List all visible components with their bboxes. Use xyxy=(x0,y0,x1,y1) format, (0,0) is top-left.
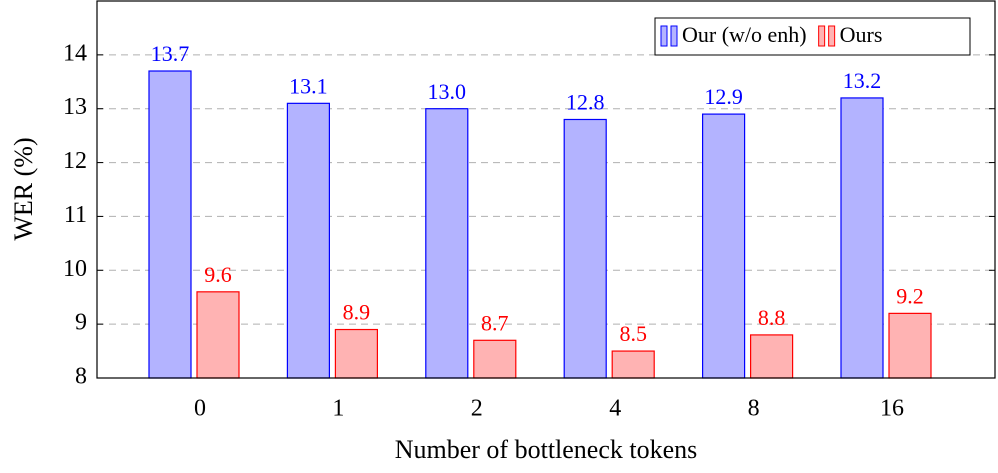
bar xyxy=(286,102,330,379)
bar xyxy=(840,97,884,379)
legend-label: Our (w/o enh) xyxy=(682,22,807,47)
x-axis-label: Number of bottleneck tokens xyxy=(395,435,698,464)
x-tick-label: 0 xyxy=(194,396,206,422)
bar xyxy=(473,339,517,379)
value-label: 13.7 xyxy=(151,41,190,66)
y-tick-label: 10 xyxy=(63,256,87,282)
x-tick-label: 1 xyxy=(332,396,344,422)
y-axis-label: WER (%) xyxy=(9,137,38,240)
legend-swatch xyxy=(818,25,826,47)
value-label: 8.9 xyxy=(343,300,371,325)
value-label: 12.8 xyxy=(566,90,605,115)
bar xyxy=(611,350,655,379)
x-tick-label: 8 xyxy=(748,396,760,422)
bar xyxy=(888,312,932,379)
y-tick-label: 9 xyxy=(75,310,87,336)
bar xyxy=(425,108,469,379)
value-label: 8.8 xyxy=(758,305,786,330)
value-label: 8.7 xyxy=(481,310,509,335)
y-tick-label: 14 xyxy=(63,40,87,66)
value-label: 13.0 xyxy=(428,79,467,104)
x-tick-label: 4 xyxy=(609,396,621,422)
bar xyxy=(148,70,192,379)
bar xyxy=(334,328,378,379)
legend-swatch xyxy=(660,25,668,47)
legend-box xyxy=(654,17,971,56)
value-label: 8.5 xyxy=(619,321,647,346)
legend-swatch xyxy=(670,25,678,47)
y-tick-label: 13 xyxy=(63,94,87,120)
bar xyxy=(749,334,794,379)
legend-swatch xyxy=(828,25,836,47)
value-label: 12.9 xyxy=(704,84,743,109)
legend-label: Ours xyxy=(840,22,883,47)
value-label: 9.2 xyxy=(896,283,924,308)
x-tick-label: 16 xyxy=(880,396,904,422)
y-tick-label: 8 xyxy=(75,364,87,390)
plot-frame xyxy=(96,0,996,379)
x-tick-label: 2 xyxy=(471,396,483,422)
value-label: 9.6 xyxy=(204,262,232,287)
bar xyxy=(701,113,746,379)
y-tick-label: 12 xyxy=(63,148,87,174)
value-label: 13.2 xyxy=(843,68,882,93)
y-tick-label: 11 xyxy=(64,202,87,228)
bar xyxy=(196,291,240,379)
bar xyxy=(563,118,607,379)
value-label: 13.1 xyxy=(289,73,328,98)
